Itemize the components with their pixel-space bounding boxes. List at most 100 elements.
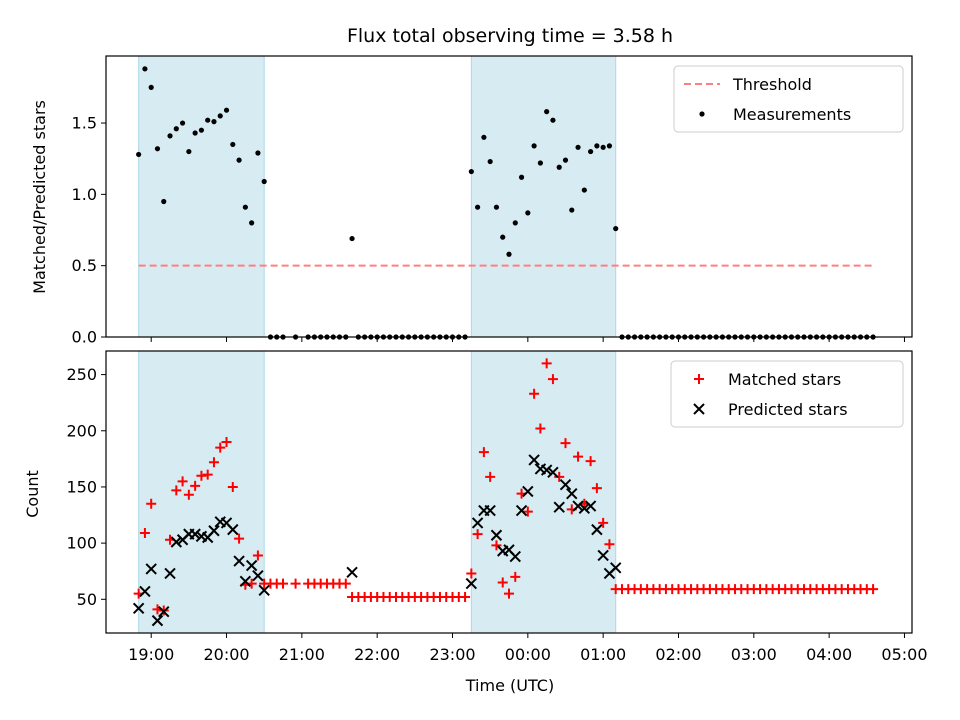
matched-stars-point — [485, 471, 496, 482]
x-tick-label: 23:00 — [429, 645, 475, 664]
x-tick-label: 04:00 — [806, 645, 852, 664]
measurement-point — [537, 160, 543, 166]
predicted-stars-point — [151, 614, 164, 627]
predicted-stars-point — [139, 585, 151, 598]
matched-stars-point — [171, 485, 182, 496]
predicted-stars-point — [509, 550, 521, 563]
measurement-point — [581, 187, 587, 193]
measurement-point — [500, 234, 506, 240]
series-matched-stars — [133, 358, 879, 616]
matched-stars-point — [491, 540, 502, 551]
measurement-point — [205, 117, 211, 123]
predicted-stars-point — [189, 528, 201, 540]
predicted-stars-point — [484, 504, 496, 517]
measurement-point — [606, 143, 613, 149]
predicted-stars-point — [239, 575, 252, 588]
matched-stars-point — [560, 438, 571, 449]
measurement-point — [487, 158, 493, 165]
measurement-point — [192, 130, 198, 136]
matched-stars-point — [215, 442, 226, 453]
matched-stars-point — [535, 423, 546, 434]
measurement-point — [525, 210, 531, 216]
y-tick-label: 1.5 — [72, 114, 97, 133]
measurement-point — [223, 107, 230, 113]
shaded-span-0 — [138, 55, 265, 338]
measurement-point — [148, 84, 154, 90]
y-tick-label: 1.0 — [72, 185, 97, 204]
legend-label: Measurements — [733, 105, 851, 124]
predicted-stars-point — [227, 523, 239, 536]
measurement-point — [249, 220, 255, 226]
y-tick-label: 0.5 — [72, 256, 97, 275]
predicted-stars-point — [597, 549, 609, 562]
y-tick-label: 0.0 — [72, 328, 97, 347]
predicted-stars-point — [233, 555, 245, 567]
measurement-point — [518, 174, 525, 180]
matched-stars-point — [541, 358, 552, 369]
matched-stars-point — [598, 517, 609, 528]
matched-stars-point — [547, 374, 558, 385]
matched-stars-point — [504, 588, 514, 599]
measurement-point — [161, 198, 167, 205]
legend-box — [670, 360, 904, 428]
predicted-stars-point — [145, 563, 157, 575]
measurement-point — [136, 151, 142, 158]
predicted-stars-point — [252, 569, 264, 582]
matched-stars-point — [290, 578, 301, 589]
predicted-stars-point — [346, 566, 358, 579]
measurement-point — [531, 143, 537, 149]
matched-stars-point — [278, 578, 289, 589]
measurement-point — [544, 109, 550, 115]
measurement-point — [230, 141, 236, 148]
predicted-stars-point — [208, 525, 220, 537]
x-tick-label: 20:00 — [203, 645, 249, 664]
measurement-point — [468, 168, 474, 175]
x-tick-label: 19:00 — [128, 645, 174, 664]
measurement-point — [154, 146, 161, 152]
measurement-point — [588, 148, 594, 155]
shaded-span-0 — [138, 350, 265, 634]
y-tick-label: 100 — [66, 534, 97, 553]
measurement-point — [575, 144, 581, 150]
legend-measurements-marker — [699, 111, 705, 117]
measurement-point — [173, 126, 179, 132]
matched-stars-point — [573, 451, 584, 462]
predicted-stars-point — [164, 567, 176, 580]
matched-stars-point — [139, 528, 150, 539]
predicted-stars-point — [591, 523, 603, 536]
chart-title: Flux total observing time = 3.58 h — [347, 25, 673, 47]
measurement-point — [186, 148, 192, 155]
measurement-point — [594, 143, 600, 149]
predicted-stars-point — [258, 584, 270, 597]
matched-stars-point — [510, 571, 521, 582]
x-tick-label: 21:00 — [279, 645, 325, 664]
y-tick-label: 200 — [66, 421, 97, 440]
series-predicted-stars — [132, 454, 622, 627]
legend-label: Matched stars — [728, 370, 841, 389]
measurement-point — [179, 120, 186, 126]
matched-stars-point — [868, 584, 879, 595]
matched-stars-point — [585, 456, 596, 467]
x-tick-label: 01:00 — [580, 645, 626, 664]
x-tick-label: 00:00 — [505, 645, 551, 664]
predicted-stars-point — [572, 500, 584, 512]
measurement-point — [261, 178, 267, 185]
matched-stars-point — [252, 550, 263, 561]
predicted-stars-point — [528, 454, 540, 466]
plot-frame — [105, 55, 913, 338]
matched-stars-point — [466, 568, 477, 579]
y-tick-label: 150 — [66, 477, 97, 496]
predicted-stars-point — [158, 605, 170, 618]
bottom-panel: 50 100 150 200 250 19:00 20:00 21:00 22:00 23:00 0… — [66, 350, 928, 664]
bottom-y-axis-title: Count — [23, 470, 42, 518]
predicted-stars-point — [540, 464, 553, 476]
shaded-span-1 — [470, 55, 617, 338]
predicted-stars-point — [471, 517, 484, 529]
matched-stars-point — [497, 577, 508, 588]
top-panel: 0.0 0.5 1.0 1.5 Threshold Measurements — [72, 55, 913, 347]
matched-stars-point — [202, 469, 213, 480]
legend-label: Threshold — [732, 75, 812, 94]
legend-predicted-marker — [693, 403, 705, 415]
measurement-point — [217, 113, 223, 119]
